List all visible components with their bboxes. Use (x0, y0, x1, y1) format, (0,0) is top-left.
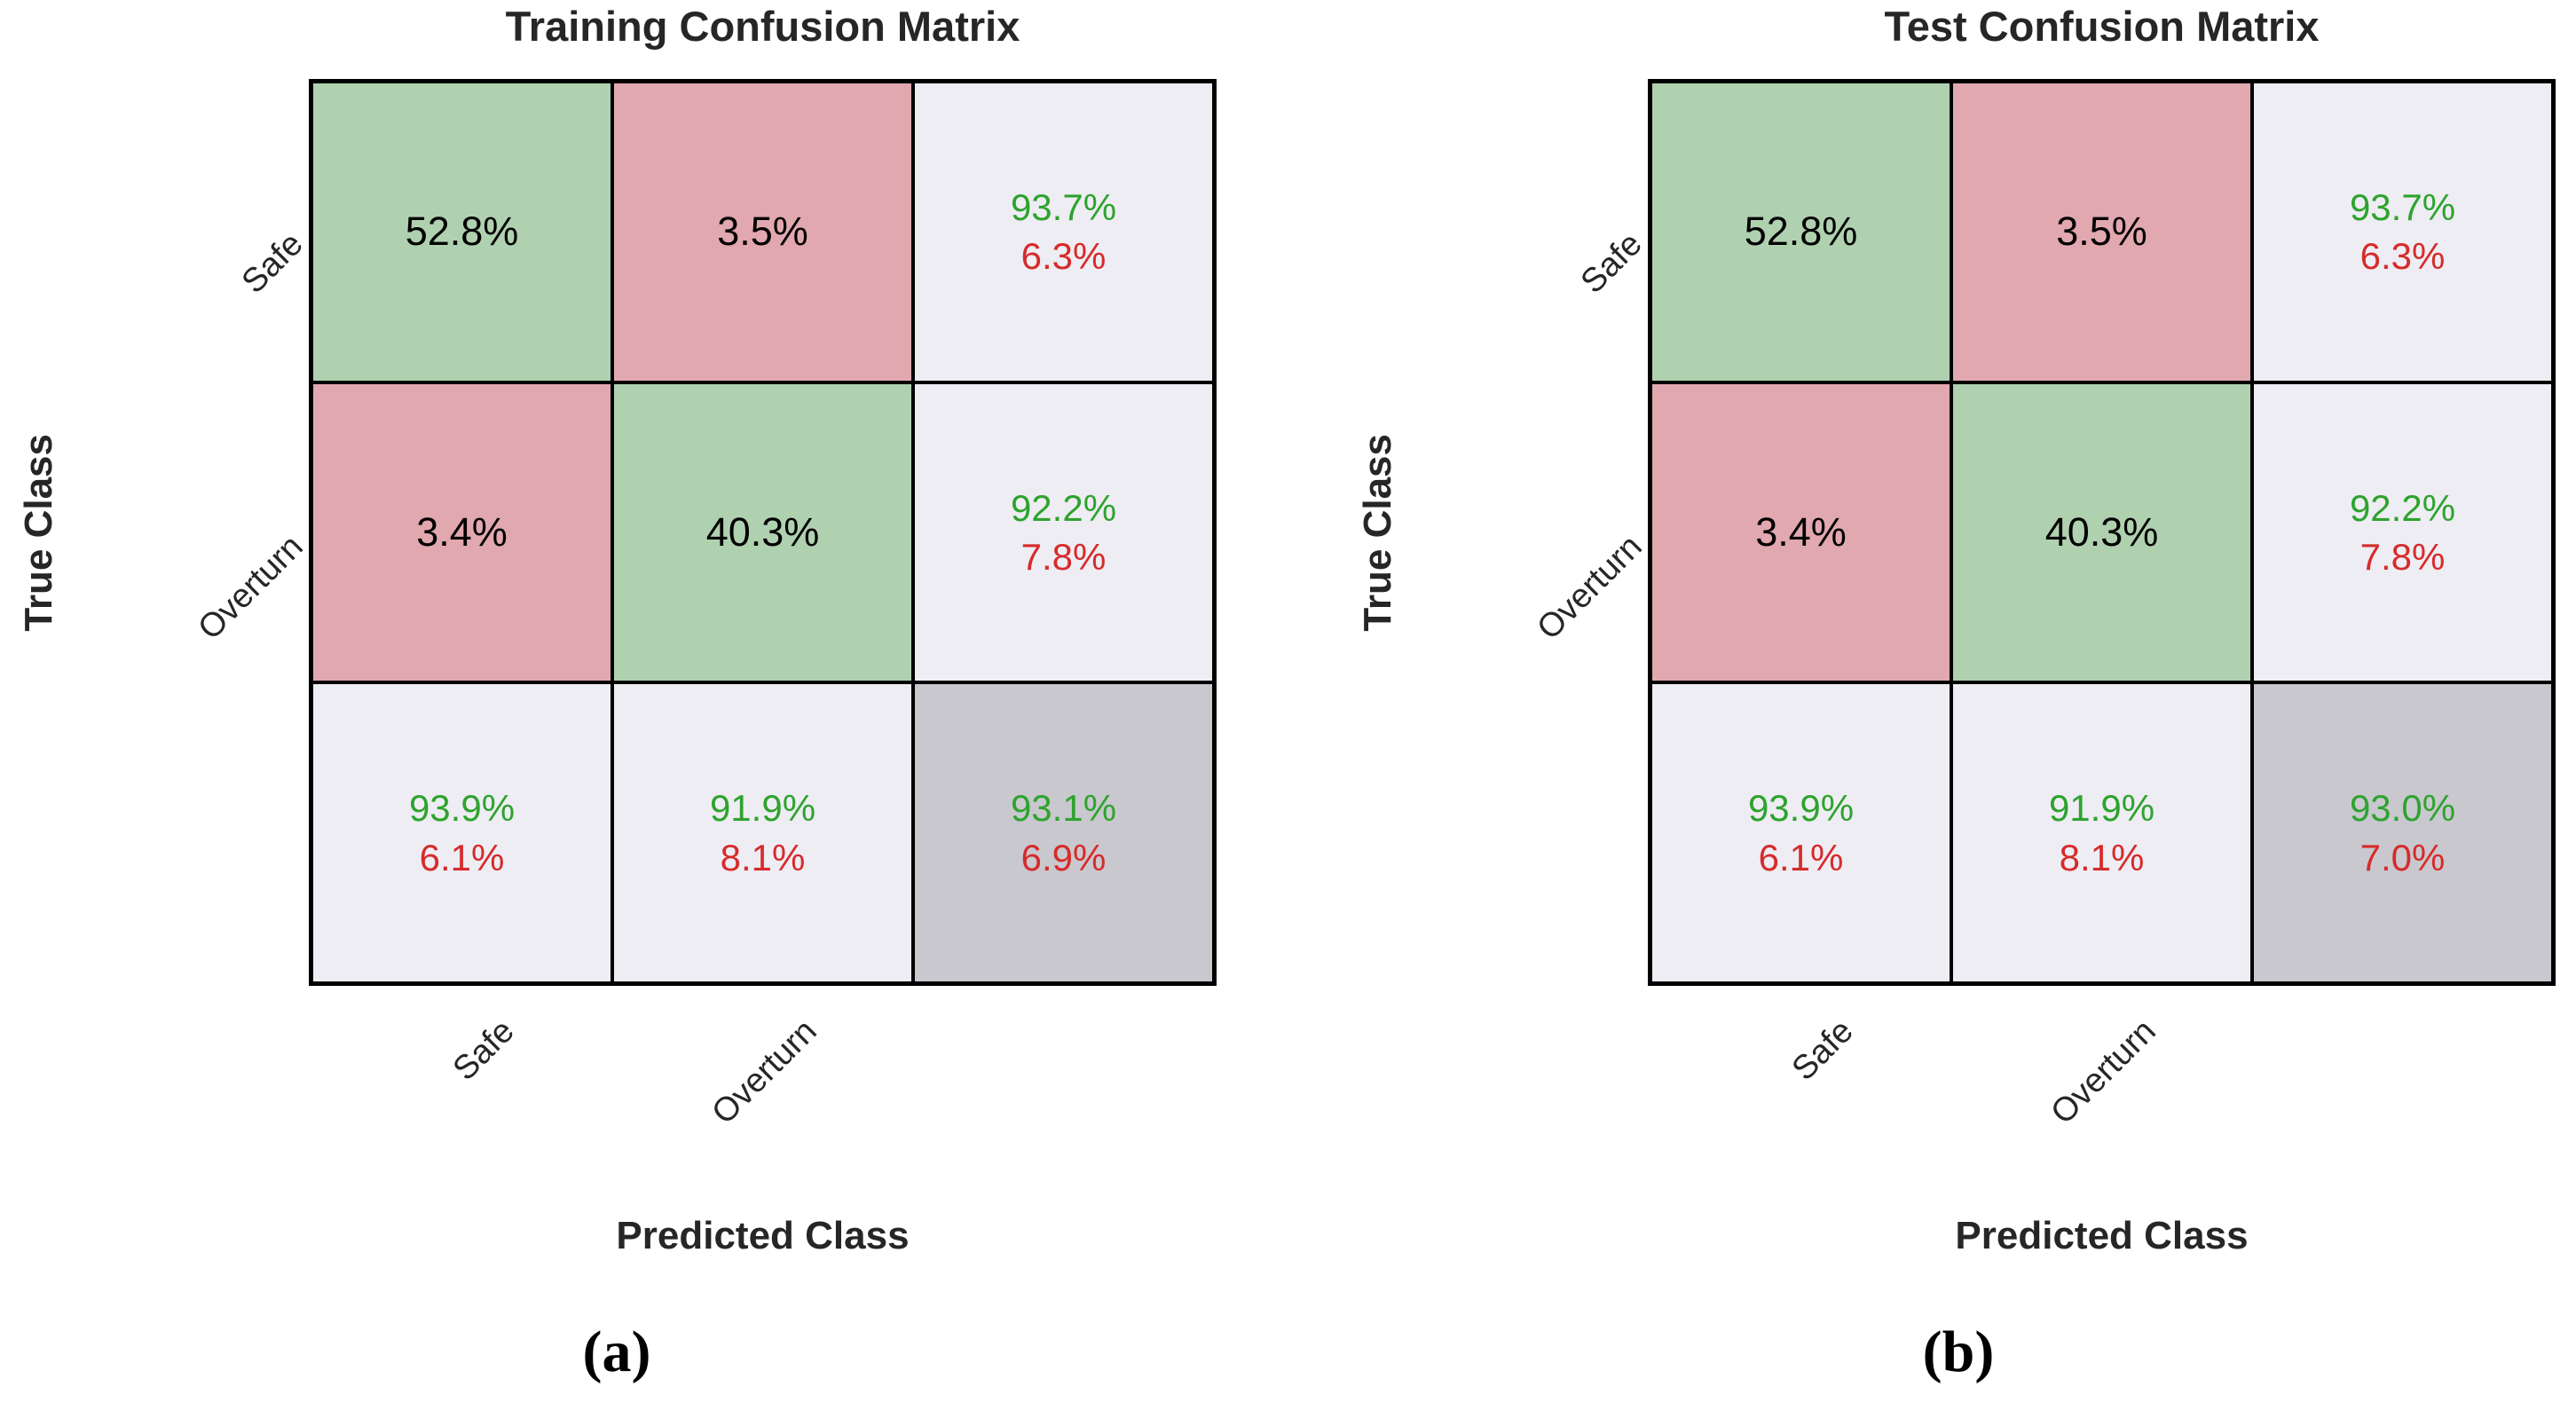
training-cell-overall-accuracy: 93.1% 6.9% (915, 684, 1212, 981)
training-xtick-safe: Safe (445, 1012, 522, 1088)
col-precision-bad: 8.1% (2059, 836, 2145, 878)
training-cell-overturn-safe: 3.4% (313, 383, 611, 681)
subfigure-caption-b: (b) (1922, 1320, 1995, 1384)
test-cell-col-summary-safe: 93.9% 6.1% (1652, 684, 1950, 981)
row-recall-bad: 7.8% (1020, 535, 1107, 578)
training-cell-row-summary-safe: 93.7% 6.3% (915, 83, 1212, 381)
test-confusion-matrix: 52.8% 3.5% 93.7% 6.3% 3.4% 40.3% 92.2% 7… (1648, 79, 2556, 986)
test-cell-col-summary-overturn: 91.9% 8.1% (1953, 684, 2250, 981)
row-recall-bad: 7.8% (2359, 535, 2446, 578)
cell-value: 3.5% (2056, 209, 2147, 255)
test-xtick-safe: Safe (1784, 1012, 1861, 1088)
col-precision-good: 93.9% (1747, 787, 1855, 830)
test-cell-overall-accuracy: 93.0% 7.0% (2254, 684, 2551, 981)
overall-accuracy-bad: 6.9% (1020, 836, 1107, 878)
cell-value: 3.4% (416, 508, 508, 555)
col-precision-good: 91.9% (2048, 787, 2155, 830)
training-cell-col-summary-safe: 93.9% 6.1% (313, 684, 611, 981)
cell-value: 3.4% (1755, 508, 1847, 555)
training-confusion-matrix: 52.8% 3.5% 93.7% 6.3% 3.4% 40.3% 92.2% 7… (309, 79, 1217, 986)
row-recall-good: 93.7% (2349, 185, 2456, 228)
cell-value: 3.5% (717, 209, 808, 255)
test-cell-overturn-overturn: 40.3% (1953, 383, 2250, 681)
test-cell-overturn-safe: 3.4% (1652, 383, 1950, 681)
test-xtick-overturn: Overturn (2044, 1012, 2163, 1132)
row-recall-good: 92.2% (1010, 486, 1117, 529)
training-xtick-overturn: Overturn (705, 1012, 824, 1132)
cell-value: 52.8% (405, 209, 519, 255)
row-recall-bad: 6.3% (2359, 235, 2446, 278)
overall-accuracy-good: 93.0% (2349, 787, 2456, 830)
test-cell-row-summary-safe: 93.7% 6.3% (2254, 83, 2551, 381)
test-ylabel-wrap: True Class (1346, 79, 1410, 986)
row-recall-bad: 6.3% (1020, 235, 1107, 278)
training-cell-row-summary-overturn: 92.2% 7.8% (915, 383, 1212, 681)
training-cell-col-summary-overturn: 91.9% 8.1% (614, 684, 911, 981)
test-panel-title: Test Confusion Matrix (1884, 3, 2320, 50)
test-xlabel: Predicted Class (1955, 1214, 2249, 1257)
row-recall-good: 93.7% (1010, 185, 1117, 228)
cell-value: 40.3% (2044, 508, 2159, 555)
col-precision-bad: 8.1% (720, 836, 806, 878)
test-cell-row-summary-overturn: 92.2% 7.8% (2254, 383, 2551, 681)
subfigure-caption-a: (a) (582, 1320, 651, 1384)
row-recall-good: 92.2% (2349, 486, 2456, 529)
training-cell-safe-safe: 52.8% (313, 83, 611, 381)
col-precision-good: 93.9% (408, 787, 516, 830)
col-precision-good: 91.9% (709, 787, 816, 830)
training-cell-safe-overturn: 3.5% (614, 83, 911, 381)
test-cell-safe-overturn: 3.5% (1953, 83, 2250, 381)
training-xlabel: Predicted Class (616, 1214, 910, 1257)
test-cell-safe-safe: 52.8% (1652, 83, 1950, 381)
training-ylabel-wrap: True Class (7, 79, 71, 986)
training-cell-overturn-overturn: 40.3% (614, 383, 911, 681)
col-precision-bad: 6.1% (419, 836, 505, 878)
col-precision-bad: 6.1% (1758, 836, 1844, 878)
cell-value: 52.8% (1744, 209, 1858, 255)
cell-value: 40.3% (705, 508, 820, 555)
overall-accuracy-bad: 7.0% (2359, 836, 2446, 878)
training-panel-title: Training Confusion Matrix (505, 3, 1020, 50)
overall-accuracy-good: 93.1% (1010, 787, 1117, 830)
